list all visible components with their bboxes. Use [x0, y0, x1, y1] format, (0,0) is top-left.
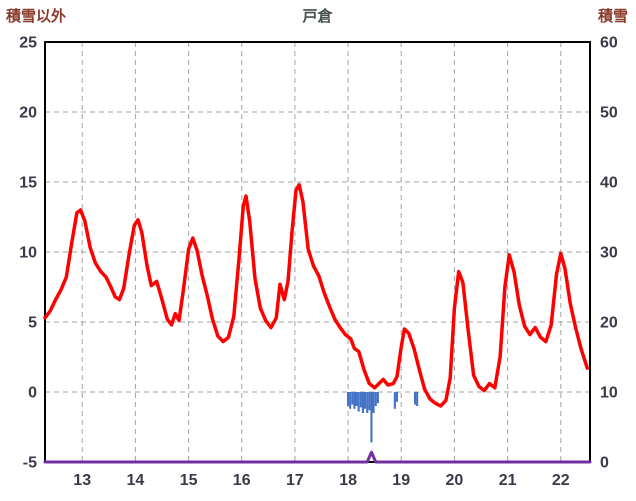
svg-text:20: 20	[446, 472, 464, 489]
svg-text:17: 17	[286, 472, 304, 489]
svg-text:14: 14	[127, 472, 145, 489]
svg-text:5: 5	[28, 315, 37, 332]
svg-text:15: 15	[180, 472, 198, 489]
svg-text:20: 20	[600, 315, 618, 332]
svg-text:10: 10	[600, 385, 618, 402]
svg-text:30: 30	[600, 245, 618, 262]
svg-text:0: 0	[600, 455, 609, 472]
svg-text:50: 50	[600, 105, 618, 122]
left-axis-title: 積雪以外	[6, 8, 67, 25]
svg-text:15: 15	[19, 175, 37, 192]
svg-text:60: 60	[600, 35, 618, 52]
right-axis-title: 積雪	[597, 8, 628, 25]
svg-text:25: 25	[19, 35, 37, 52]
svg-text:40: 40	[600, 175, 618, 192]
chart-title: 戸倉	[302, 8, 333, 25]
svg-text:19: 19	[392, 472, 410, 489]
svg-text:16: 16	[233, 472, 251, 489]
svg-text:22: 22	[552, 472, 570, 489]
svg-text:13: 13	[73, 472, 91, 489]
svg-text:20: 20	[19, 105, 37, 122]
svg-text:18: 18	[339, 472, 357, 489]
svg-text:-5: -5	[23, 455, 37, 472]
svg-text:10: 10	[19, 245, 37, 262]
svg-text:0: 0	[28, 385, 37, 402]
svg-text:21: 21	[499, 472, 517, 489]
